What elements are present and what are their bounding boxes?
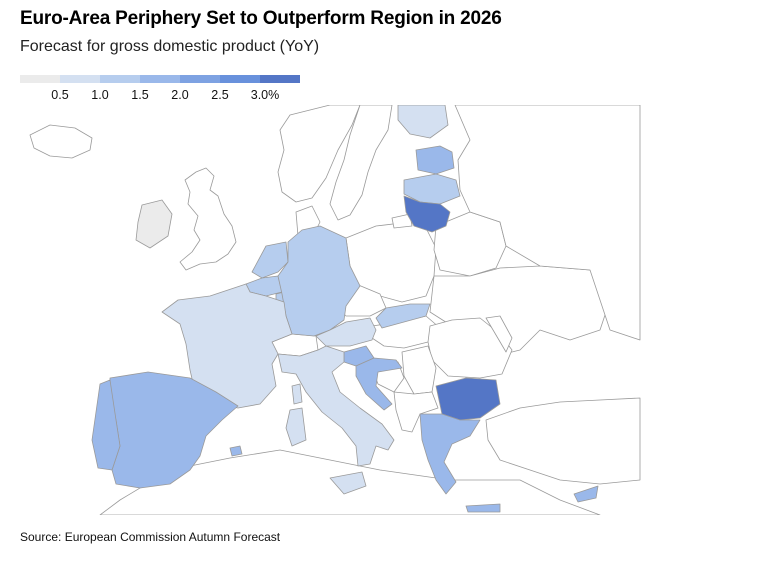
map-france	[161, 283, 293, 409]
legend-label-1-0: 1.0	[91, 88, 109, 102]
map-kaliningrad	[391, 213, 413, 229]
map-ireland	[135, 199, 173, 249]
euro-area-countries	[91, 105, 599, 513]
legend-label-2-5: 2.5	[211, 88, 229, 102]
map-slovakia	[375, 303, 431, 329]
legend-swatch-3	[100, 75, 140, 83]
map-corsica	[291, 383, 303, 405]
legend-labels: 0.5 1.0 1.5 2.0 2.5 3.0%	[20, 88, 300, 104]
chart-title: Euro-Area Periphery Set to Outperform Re…	[20, 8, 502, 29]
map-serbia	[401, 345, 437, 395]
legend-label-2-0: 2.0	[171, 88, 189, 102]
map-portugal	[91, 379, 121, 471]
chart-subtitle: Forecast for gross domestic product (YoY…	[20, 38, 320, 55]
legend-label-3-0: 3.0%	[250, 88, 280, 102]
map-great-britain	[179, 167, 237, 271]
map-moldova	[485, 315, 513, 353]
map-sicily	[329, 471, 367, 495]
legend-label-0-5: 0.5	[51, 88, 69, 102]
map-balearic-islands	[229, 445, 243, 457]
map-finland	[397, 105, 449, 139]
map-cyprus	[573, 485, 599, 503]
map-turkey	[485, 397, 641, 485]
legend-swatch-1	[20, 75, 60, 83]
map-sweden	[329, 105, 393, 221]
legend-swatch-2	[60, 75, 100, 83]
map-lithuania	[403, 195, 451, 233]
map-croatia	[355, 357, 403, 411]
map-russia	[454, 105, 641, 341]
legend-label-1-5: 1.5	[131, 88, 149, 102]
source-note: Source: European Commission Autumn Forec…	[20, 530, 281, 544]
legend-swatch-4	[140, 75, 180, 83]
legend-swatch-7	[260, 75, 300, 83]
map-crete	[465, 503, 501, 513]
legend-swatch-6	[220, 75, 260, 83]
legend-color-bar	[20, 75, 300, 83]
map-estonia	[415, 145, 455, 175]
map-bulgaria	[435, 377, 501, 421]
europe-map	[29, 105, 641, 515]
map-sardinia	[285, 407, 307, 447]
color-legend: 0.5 1.0 1.5 2.0 2.5 3.0%	[20, 75, 300, 104]
map-iceland	[29, 124, 93, 159]
map-greece	[419, 413, 481, 495]
map-norway	[277, 105, 361, 203]
map-latvia	[403, 173, 461, 205]
map-italy	[277, 345, 395, 467]
map-germany	[277, 225, 361, 337]
map-austria	[315, 317, 377, 347]
legend-swatch-5	[180, 75, 220, 83]
